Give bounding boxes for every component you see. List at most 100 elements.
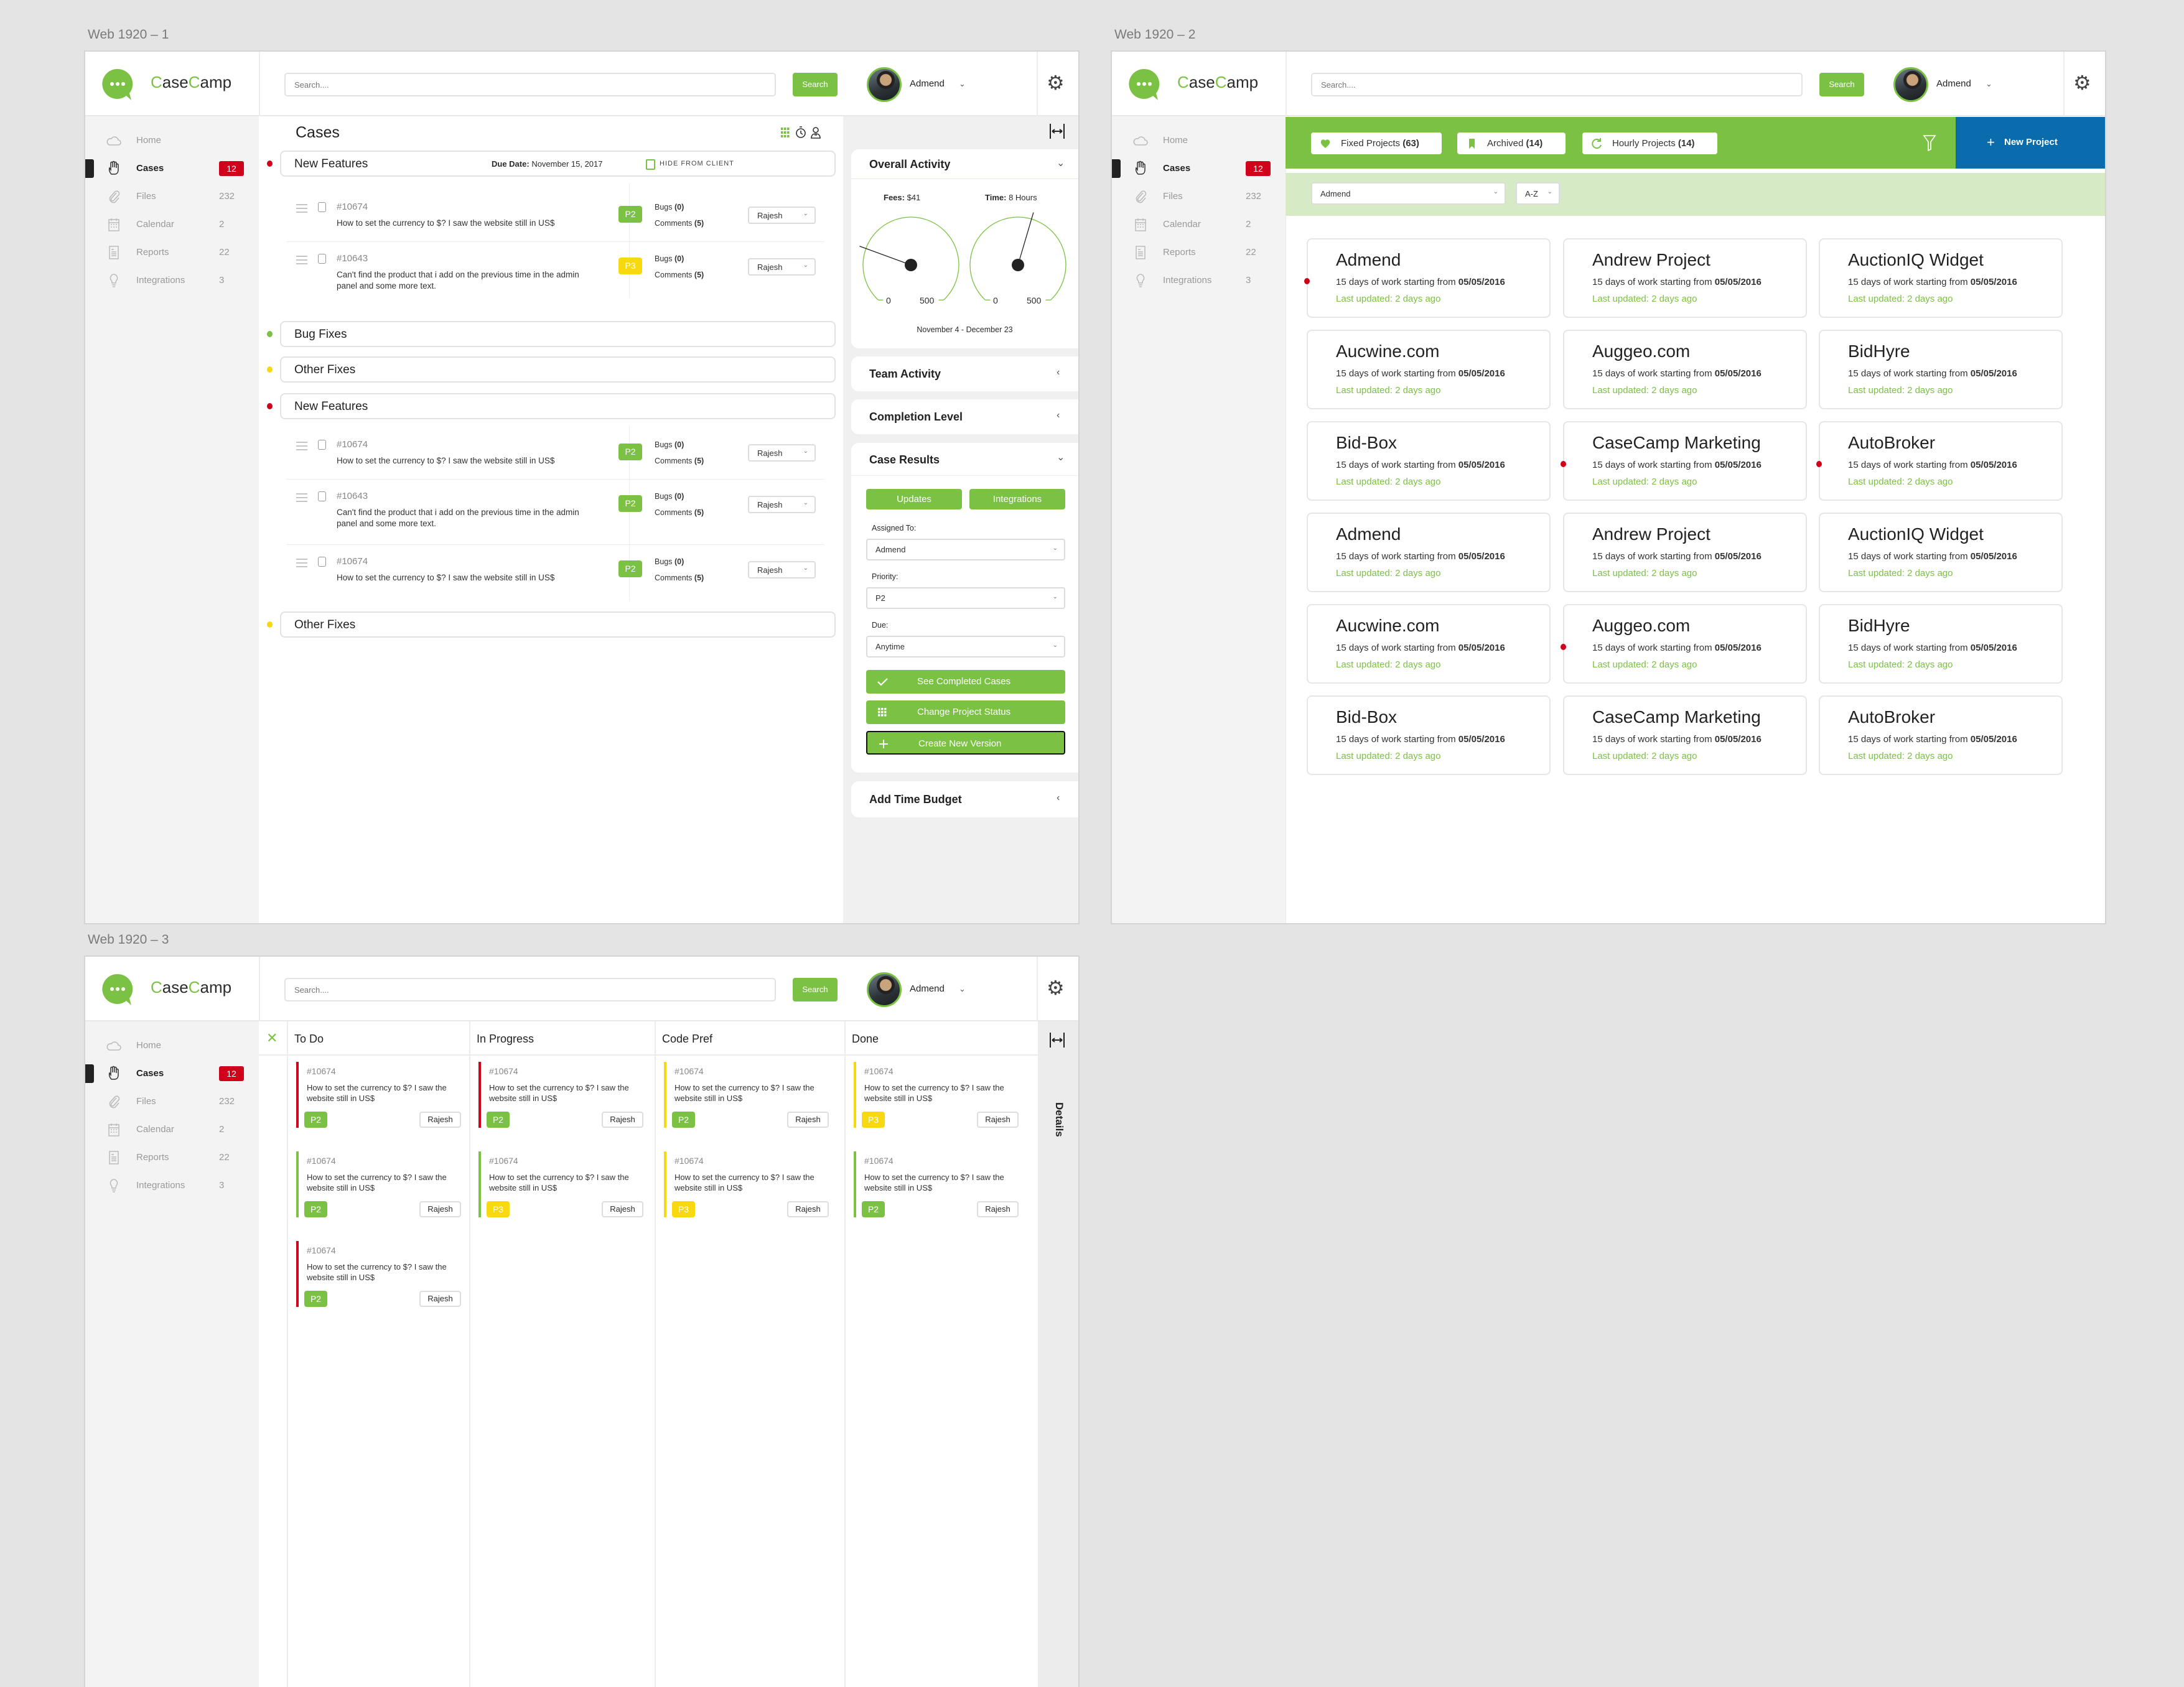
sidebar-item-home[interactable]: Home xyxy=(85,129,259,152)
assignee-select[interactable]: Rajesh ⌄ xyxy=(748,561,816,579)
sidebar-item-reports[interactable]: Reports 22 xyxy=(85,1146,259,1169)
assignee-button[interactable]: Rajesh xyxy=(787,1112,829,1128)
case-checkbox[interactable] xyxy=(318,440,326,450)
tab-archived[interactable]: Archived (14) xyxy=(1457,132,1566,154)
chevron-down-icon[interactable]: ⌄ xyxy=(959,984,966,993)
change-project-status-button[interactable]: Change Project Status xyxy=(866,700,1065,724)
field-select[interactable]: P2 ⌄ xyxy=(866,587,1065,609)
project-card[interactable]: Aucwine.com 15 days of work starting fro… xyxy=(1307,330,1551,409)
search-button[interactable]: Search xyxy=(793,73,838,96)
case-checkbox[interactable] xyxy=(318,557,326,567)
assignee-select[interactable]: Rajesh ⌄ xyxy=(748,258,816,276)
gear-icon[interactable]: ⚙ xyxy=(1047,977,1065,999)
assignee-button[interactable]: Rajesh xyxy=(787,1201,829,1217)
project-card[interactable]: Admend 15 days of work starting from 05/… xyxy=(1307,238,1551,318)
search-input[interactable] xyxy=(284,978,776,1002)
project-card[interactable]: BidHyre 15 days of work starting from 05… xyxy=(1819,330,2063,409)
add-time-budget-section[interactable]: Add Time Budget ‹ xyxy=(851,781,1078,817)
sidebar-item-integrations[interactable]: Integrations 3 xyxy=(85,269,259,292)
drag-handle-icon[interactable] xyxy=(296,442,307,450)
task-card[interactable]: #10674 How to set the currency to $? I s… xyxy=(664,1062,838,1128)
chevron-down-icon[interactable]: ⌄ xyxy=(959,79,966,88)
filter-icon[interactable] xyxy=(1923,134,1936,152)
sidebar-item-integrations[interactable]: Integrations 3 xyxy=(85,1174,259,1197)
sidebar-item-reports[interactable]: Reports 22 xyxy=(85,241,259,264)
user-name[interactable]: Admend xyxy=(910,983,945,994)
search-button[interactable]: Search xyxy=(793,978,838,1002)
user-name[interactable]: Admend xyxy=(910,78,945,89)
sidebar-item-cases[interactable]: Cases 12 xyxy=(85,1062,259,1085)
chevron-down-icon[interactable]: ⌄ xyxy=(1057,452,1065,463)
search-button[interactable]: Search xyxy=(1819,73,1864,96)
create-new-version-button[interactable]: Create New Version xyxy=(866,731,1065,755)
drag-handle-icon[interactable] xyxy=(296,559,307,567)
tab-fixed-projects[interactable]: Fixed Projects (63) xyxy=(1311,132,1442,154)
case-checkbox[interactable] xyxy=(318,202,326,212)
chevron-down-icon[interactable]: ⌄ xyxy=(1986,79,1992,88)
new-project-button[interactable]: + New Project xyxy=(1956,117,2105,169)
sidebar-item-calendar[interactable]: Calendar 2 xyxy=(1112,213,1286,236)
gear-icon[interactable]: ⚙ xyxy=(2073,72,2091,94)
task-card[interactable]: #10674 How to set the currency to $? I s… xyxy=(854,1151,1028,1217)
assignee-button[interactable]: Rajesh xyxy=(419,1291,461,1307)
project-card[interactable]: CaseCamp Marketing 15 days of work start… xyxy=(1563,695,1807,775)
sidebar-item-cases[interactable]: Cases 12 xyxy=(1112,157,1286,180)
sidebar-item-cases[interactable]: Cases 12 xyxy=(85,157,259,180)
field-select[interactable]: Anytime ⌄ xyxy=(866,636,1065,658)
sidebar-item-home[interactable]: Home xyxy=(85,1034,259,1057)
sidebar-item-reports[interactable]: Reports 22 xyxy=(1112,241,1286,264)
project-card[interactable]: Bid-Box 15 days of work starting from 05… xyxy=(1307,421,1551,501)
project-card[interactable]: Auggeo.com 15 days of work starting from… xyxy=(1563,330,1807,409)
assignee-select[interactable]: Rajesh ⌄ xyxy=(748,444,816,462)
grid-view-icon[interactable] xyxy=(780,126,790,139)
expand-icon[interactable] xyxy=(1049,1031,1065,1049)
owner-filter-select[interactable]: Admend ⌄ xyxy=(1311,182,1506,205)
project-card[interactable]: Aucwine.com 15 days of work starting fro… xyxy=(1307,604,1551,684)
sidebar-item-integrations[interactable]: Integrations 3 xyxy=(1112,269,1286,292)
project-card[interactable]: Auggeo.com 15 days of work starting from… xyxy=(1563,604,1807,684)
avatar[interactable] xyxy=(1893,67,1928,102)
case-group-header[interactable]: Other Fixes xyxy=(280,356,836,383)
case-checkbox[interactable] xyxy=(318,254,326,264)
project-card[interactable]: AuctionIQ Widget 15 days of work startin… xyxy=(1819,513,2063,592)
assignee-button[interactable]: Rajesh xyxy=(419,1201,461,1217)
task-card[interactable]: #10674 How to set the currency to $? I s… xyxy=(664,1151,838,1217)
sidebar-item-files[interactable]: Files 232 xyxy=(85,185,259,208)
task-card[interactable]: #10674 How to set the currency to $? I s… xyxy=(478,1062,653,1128)
search-input[interactable] xyxy=(1311,73,1803,96)
task-card[interactable]: #10674 How to set the currency to $? I s… xyxy=(854,1062,1028,1128)
project-card[interactable]: BidHyre 15 days of work starting from 05… xyxy=(1819,604,2063,684)
see-completed-cases-button[interactable]: See Completed Cases xyxy=(866,670,1065,694)
tab-hourly-projects[interactable]: Hourly Projects (14) xyxy=(1582,132,1717,154)
details-strip[interactable]: Details xyxy=(1038,1021,1078,1687)
gear-icon[interactable]: ⚙ xyxy=(1047,72,1065,94)
sidebar-item-files[interactable]: Files 232 xyxy=(1112,185,1286,208)
assignee-button[interactable]: Rajesh xyxy=(602,1201,643,1217)
expand-icon[interactable] xyxy=(1049,123,1065,140)
assignee-button[interactable]: Rajesh xyxy=(602,1112,643,1128)
sort-select[interactable]: A-Z ⌄ xyxy=(1516,182,1560,205)
users-icon[interactable] xyxy=(810,126,821,139)
case-group-header[interactable]: Other Fixes xyxy=(280,611,836,638)
avatar[interactable] xyxy=(867,67,902,102)
tab-updates[interactable]: Updates xyxy=(866,489,962,509)
avatar[interactable] xyxy=(867,972,902,1007)
project-card[interactable]: Bid-Box 15 days of work starting from 05… xyxy=(1307,695,1551,775)
project-card[interactable]: Andrew Project 15 days of work starting … xyxy=(1563,513,1807,592)
user-name[interactable]: Admend xyxy=(1936,78,1971,89)
close-icon[interactable]: ✕ xyxy=(266,1030,278,1046)
clock-icon[interactable] xyxy=(795,126,806,139)
task-card[interactable]: #10674 How to set the currency to $? I s… xyxy=(296,1151,470,1217)
task-card[interactable]: #10674 How to set the currency to $? I s… xyxy=(296,1241,470,1307)
project-card[interactable]: Admend 15 days of work starting from 05/… xyxy=(1307,513,1551,592)
task-card[interactable]: #10674 How to set the currency to $? I s… xyxy=(478,1151,653,1217)
project-card[interactable]: Andrew Project 15 days of work starting … xyxy=(1563,238,1807,318)
collapsed-section[interactable]: Team Activity ‹ xyxy=(851,356,1078,391)
collapsed-section[interactable]: Completion Level ‹ xyxy=(851,399,1078,434)
sidebar-item-home[interactable]: Home xyxy=(1112,129,1286,152)
case-checkbox[interactable] xyxy=(318,491,326,501)
sidebar-item-files[interactable]: Files 232 xyxy=(85,1090,259,1113)
sidebar-item-calendar[interactable]: Calendar 2 xyxy=(85,213,259,236)
case-group-header[interactable]: Bug Fixes xyxy=(280,321,836,347)
search-input[interactable] xyxy=(284,73,776,96)
